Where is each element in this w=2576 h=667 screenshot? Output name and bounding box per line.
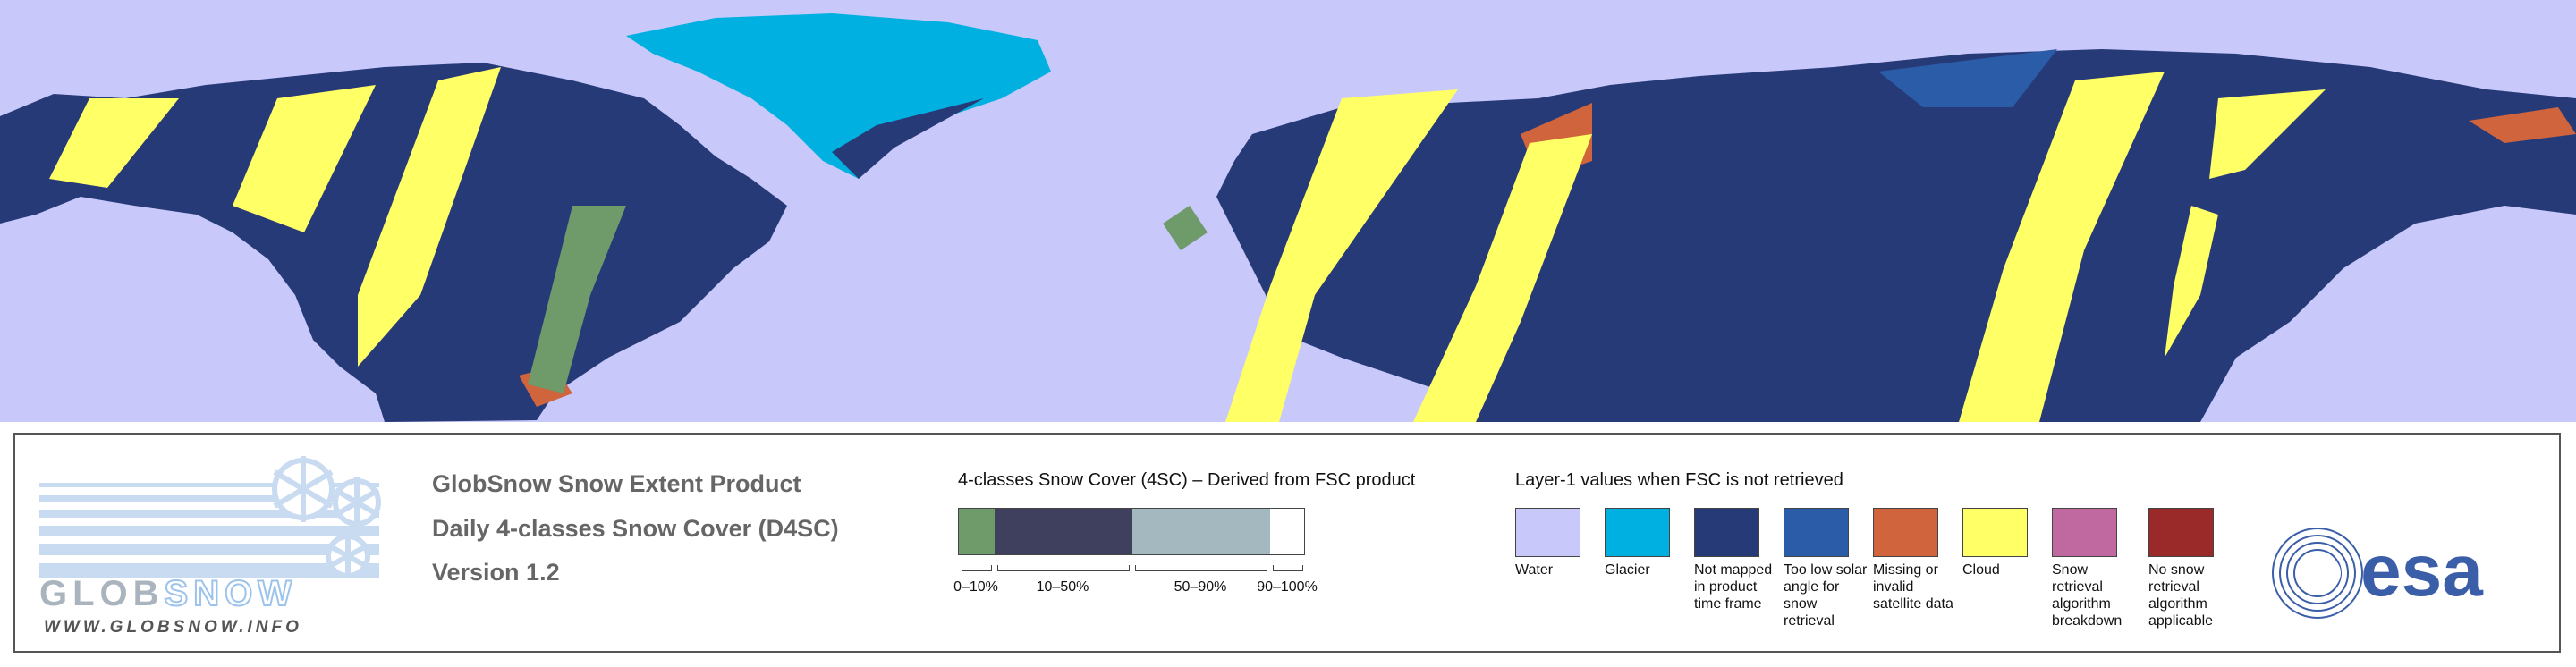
- layer1-swatch: [1694, 508, 1759, 557]
- layer1-label: Too low solar angle for snow retrieval: [1784, 562, 1868, 629]
- layer1-label: Snow retrieval algorithm breakdown: [2052, 562, 2123, 629]
- missing-area: [2469, 107, 2576, 143]
- low-sun-area: [1878, 49, 2057, 107]
- product-subtitle: Daily 4-classes Snow Cover (D4SC): [432, 515, 839, 542]
- layer1-label: Missing or invalid satellite data: [1873, 562, 1953, 612]
- cloud-swath: [2209, 89, 2326, 179]
- fsc-label: 90–100%: [1257, 579, 1318, 595]
- british-isles: [1163, 206, 1208, 250]
- snowflakes: [272, 456, 381, 578]
- logo-word: GLOBSNOW: [39, 574, 297, 613]
- cloud-swath: [233, 85, 376, 232]
- layer1-swatch: [1873, 508, 1938, 557]
- layer1-swatch: [2052, 508, 2117, 557]
- logo-url: WWW.GLOBSNOW.INFO: [44, 618, 302, 637]
- snow-map: [0, 0, 2576, 422]
- layer1-label: Glacier: [1605, 562, 1650, 578]
- greenland-edge: [832, 98, 984, 179]
- greenland: [626, 13, 1051, 179]
- fsc-label: 50–90%: [1174, 579, 1227, 595]
- fsc-swatch: [959, 509, 995, 554]
- esa-emblem-center: [2305, 555, 2341, 591]
- cloud-swath: [49, 98, 179, 188]
- layer1-swatch: [1962, 508, 2028, 557]
- globsnow-logo: GLOBSNOW WWW.GLOBSNOW.INFO: [39, 456, 381, 637]
- cloud-swath: [1413, 134, 1592, 422]
- logo-stripes: [39, 483, 379, 578]
- layer1-label: Not mapped in product time frame: [1694, 562, 1773, 612]
- fsc-bracket: [1273, 565, 1303, 571]
- fsc-bracket: [962, 565, 992, 571]
- fsc-bracket: [1135, 565, 1267, 571]
- fsc-bar: [958, 508, 1305, 555]
- cloud-swath: [1225, 89, 1458, 422]
- product-title: GlobSnow Snow Extent Product: [432, 470, 801, 497]
- layer1-swatch: [2148, 508, 2214, 557]
- fsc-swatch: [995, 509, 1132, 554]
- legend-panel: GLOBSNOW WWW.GLOBSNOW.INFO GlobSnow Snow…: [13, 433, 2561, 653]
- layer1-label: Water: [1515, 562, 1554, 578]
- fsc-swatch: [1270, 509, 1304, 554]
- snow-swath: [528, 206, 626, 393]
- esa-text: esa: [2360, 530, 2484, 612]
- cloud-swath: [2165, 206, 2218, 358]
- fsc-label: 10–50%: [1036, 579, 1089, 595]
- cloud-swath: [1959, 72, 2165, 422]
- layer1-label: Cloud: [1962, 562, 2000, 578]
- layer1-legend-title: Layer-1 values when FSC is not retrieved: [1515, 470, 1843, 490]
- fsc-swatch: [1132, 509, 1270, 554]
- layer1-swatch: [1784, 508, 1849, 557]
- esa-logo: esa: [2272, 528, 2484, 619]
- fsc-label: 0–10%: [953, 579, 998, 595]
- fsc-bracket: [997, 565, 1130, 571]
- fsc-legend-title: 4-classes Snow Cover (4SC) – Derived fro…: [958, 470, 1416, 490]
- cloud-swath: [358, 67, 501, 367]
- layer1-swatch: [1605, 508, 1670, 557]
- product-version: Version 1.2: [432, 559, 560, 586]
- layer1-swatch: [1515, 508, 1580, 557]
- layer1-label: No snow retrieval algorithm applicable: [2148, 562, 2214, 629]
